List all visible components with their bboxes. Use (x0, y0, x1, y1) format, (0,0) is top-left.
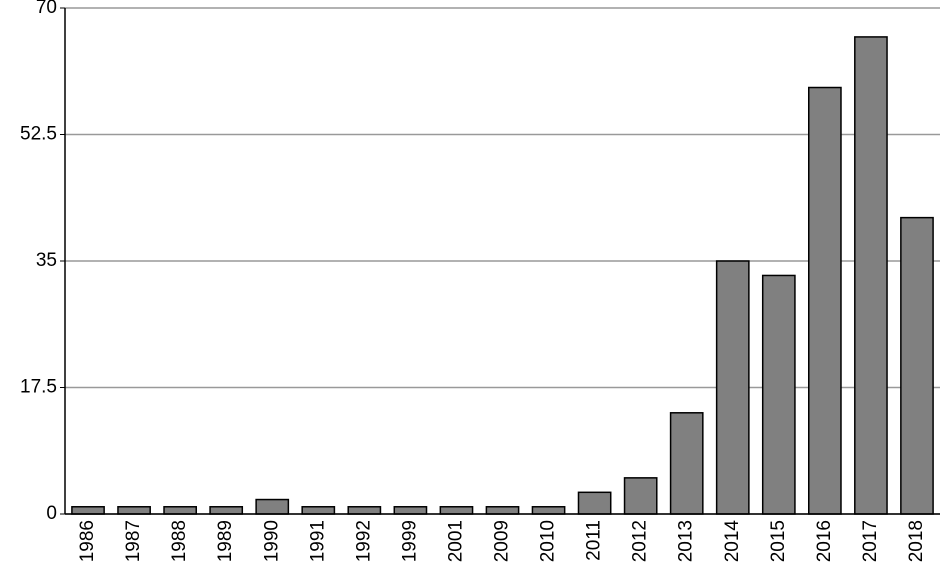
x-tick-label: 1999 (399, 520, 420, 562)
y-tick-label: 70 (36, 0, 57, 18)
x-tick-label: 1988 (169, 520, 190, 562)
y-tick-label: 35 (36, 250, 57, 271)
bar (577, 491, 612, 515)
x-tick-label: 1987 (123, 520, 144, 562)
bar (808, 86, 842, 515)
x-tick-label: 1989 (215, 520, 236, 562)
x-tick-label: 2012 (630, 520, 651, 562)
bar (439, 506, 474, 515)
x-tick-label: 2010 (538, 520, 559, 562)
x-tick-label: 2014 (722, 520, 743, 563)
x-tick-label: 2001 (445, 520, 466, 562)
bar (900, 216, 934, 515)
bar (163, 506, 197, 515)
x-tick-label: 2016 (814, 520, 835, 562)
bar (71, 506, 105, 515)
y-tick-label: 17.5 (20, 377, 57, 398)
x-tick-label: 2011 (584, 520, 605, 561)
bar (669, 412, 704, 515)
bar (347, 506, 382, 515)
x-tick-label: 2018 (906, 520, 927, 562)
x-tick-label: 2013 (676, 520, 697, 562)
x-tick-label: 1990 (261, 520, 282, 562)
bar (531, 506, 566, 515)
bar (623, 477, 658, 515)
x-tick-label: 1992 (353, 520, 374, 562)
x-tick-label: 2015 (768, 520, 789, 562)
bar (255, 498, 290, 515)
x-tick-label: 2017 (860, 520, 881, 562)
x-tick-label: 1991 (307, 520, 328, 562)
x-tick-label: 1986 (77, 520, 98, 562)
bar (209, 506, 244, 515)
x-tick-label: 2009 (492, 520, 513, 562)
bar (301, 506, 336, 515)
bar (485, 506, 520, 515)
bar (393, 506, 428, 515)
bar (117, 506, 151, 515)
y-tick-label: 0 (46, 503, 57, 524)
y-tick-label: 52.5 (20, 124, 57, 145)
bar (761, 274, 796, 515)
bar (854, 36, 888, 515)
bar (715, 260, 750, 515)
